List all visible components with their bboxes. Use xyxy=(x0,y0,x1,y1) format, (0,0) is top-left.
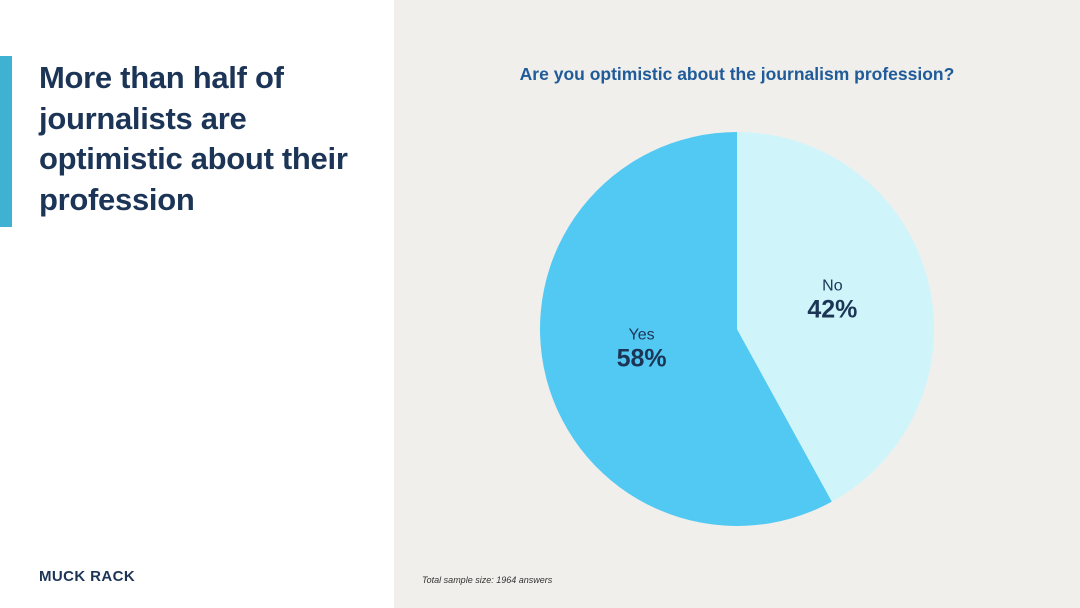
sample-size-footnote: Total sample size: 1964 answers xyxy=(422,575,553,585)
slice-label-no: No xyxy=(822,278,843,295)
slice-value-yes: 58% xyxy=(617,345,667,373)
slice-label-yes: Yes xyxy=(629,327,655,344)
muck-rack-logo: MUCK RACK xyxy=(39,568,136,585)
pie-slice-no xyxy=(737,132,934,502)
pie-slice-yes xyxy=(539,132,832,526)
chart-title: Are you optimistic about the journalism … xyxy=(519,64,955,84)
headline: More than half of journalists are optimi… xyxy=(39,60,348,217)
slice-value-no: 42% xyxy=(807,296,857,324)
accent-bar xyxy=(0,56,12,227)
left-panel: More than half of journalists are optimi… xyxy=(0,0,394,608)
chart-panel: Are you optimistic about the journalism … xyxy=(394,0,1080,608)
